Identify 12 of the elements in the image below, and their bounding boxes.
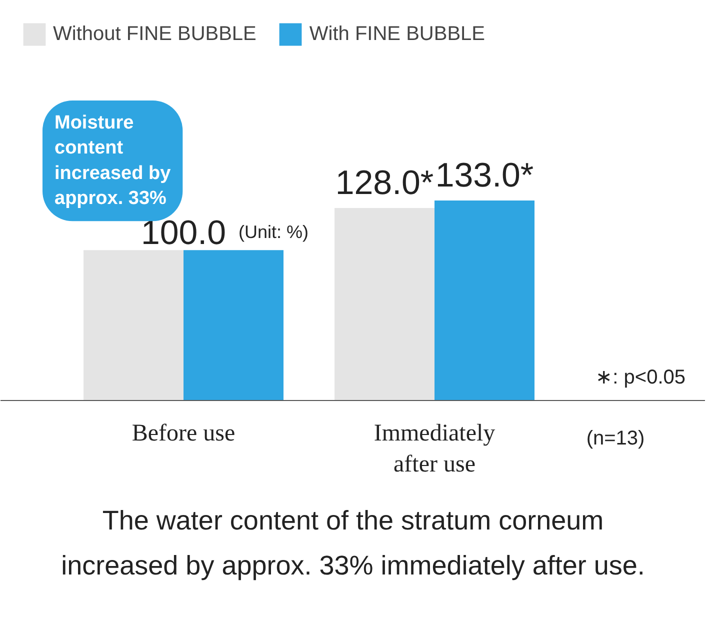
data-label: 100.0 [140, 214, 226, 252]
legend-label: With FINE BUBBLE [309, 22, 486, 46]
annotation: (Unit: %) [238, 222, 309, 242]
x-tick-label: Immediately after use [374, 420, 496, 478]
legend-label: Without FINE BUBBLE [53, 22, 256, 46]
data-label: 128.0* [335, 164, 434, 202]
annotation: Moisture content increased by approx. 33% [54, 112, 172, 210]
annotation: ∗: p<0.05 [596, 366, 686, 388]
text: (n=13) [586, 428, 645, 450]
data-label: 133.0* [435, 156, 534, 194]
x-tick-label: Before use [132, 420, 236, 446]
text: The water content of the stratum corneum increased by approx. 33% immediately after use. [61, 506, 645, 580]
